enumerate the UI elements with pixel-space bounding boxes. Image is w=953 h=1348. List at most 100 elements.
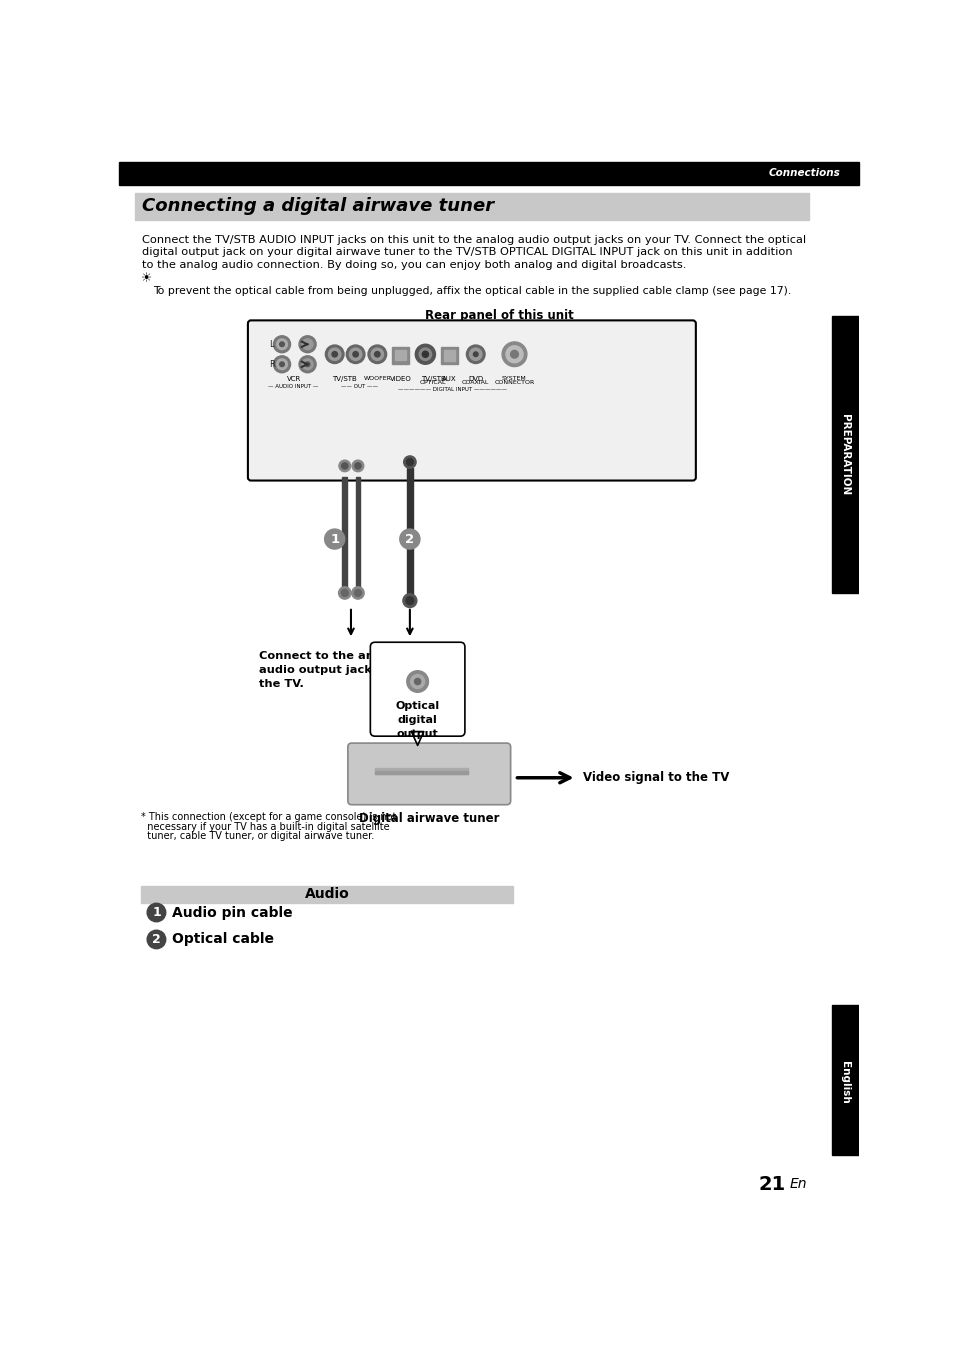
Text: to the analog audio connection. By doing so, you can enjoy both analog and digit: to the analog audio connection. By doing… (142, 260, 686, 270)
Circle shape (279, 363, 284, 367)
Circle shape (510, 350, 517, 359)
Text: Optical cable: Optical cable (172, 933, 274, 946)
Circle shape (341, 589, 348, 596)
Text: DVD: DVD (468, 376, 483, 381)
Circle shape (473, 352, 477, 357)
Text: Audio pin cable: Audio pin cable (172, 906, 293, 919)
Text: Connections: Connections (767, 168, 840, 178)
Circle shape (349, 348, 361, 360)
Bar (355, 477, 360, 593)
Circle shape (418, 348, 431, 360)
Circle shape (276, 338, 287, 349)
Text: WOOFER: WOOFER (363, 376, 391, 381)
Circle shape (422, 352, 428, 357)
Circle shape (332, 352, 337, 357)
Circle shape (505, 346, 522, 363)
Circle shape (324, 528, 344, 549)
Text: * This connection (except for a game console) is not: * This connection (except for a game con… (141, 813, 395, 822)
Text: L: L (270, 340, 274, 349)
Circle shape (403, 456, 416, 468)
Text: —————— DIGITAL INPUT ——————: —————— DIGITAL INPUT —————— (397, 387, 506, 392)
Text: TV/STB: TV/STB (420, 376, 445, 381)
Bar (342, 477, 347, 593)
Circle shape (341, 462, 348, 469)
Bar (831, 1004, 858, 1155)
Text: necessary if your TV has a built-in digital satellite: necessary if your TV has a built-in digi… (141, 822, 389, 832)
Circle shape (302, 338, 313, 349)
Text: 1: 1 (330, 532, 339, 546)
Text: 2: 2 (405, 532, 414, 546)
Text: Digital airwave tuner: Digital airwave tuner (358, 813, 499, 825)
Circle shape (338, 460, 350, 472)
Bar (443, 350, 455, 361)
Text: CONNECTOR: CONNECTOR (494, 380, 534, 386)
Text: —— OUT ——: —— OUT —— (340, 384, 377, 390)
Circle shape (466, 345, 484, 364)
Circle shape (415, 678, 420, 685)
FancyBboxPatch shape (370, 642, 464, 736)
Text: 2: 2 (152, 933, 161, 946)
Circle shape (147, 930, 166, 949)
Circle shape (325, 345, 344, 364)
Text: 21: 21 (758, 1175, 785, 1194)
Text: English: English (840, 1061, 849, 1103)
Circle shape (352, 586, 364, 599)
Text: Rear panel of this unit: Rear panel of this unit (424, 309, 573, 322)
Circle shape (406, 597, 414, 604)
Circle shape (338, 586, 351, 599)
Circle shape (406, 671, 428, 693)
Circle shape (410, 674, 424, 689)
Text: AUX: AUX (441, 376, 456, 381)
Circle shape (147, 903, 166, 922)
FancyBboxPatch shape (248, 321, 695, 480)
Bar (831, 315, 858, 593)
Bar (375, 771, 468, 774)
Text: En: En (789, 1177, 806, 1192)
Text: 1: 1 (152, 906, 161, 919)
Text: Video signal to the TV: Video signal to the TV (582, 771, 728, 785)
Text: ☀: ☀ (141, 272, 152, 286)
Circle shape (406, 458, 413, 465)
Text: Connecting a digital airwave tuner: Connecting a digital airwave tuner (142, 197, 494, 216)
Text: SYSTEM: SYSTEM (501, 376, 526, 381)
Circle shape (279, 342, 284, 346)
Circle shape (415, 344, 435, 364)
Circle shape (355, 462, 360, 469)
Text: Connect the TV/STB AUDIO INPUT jacks on this unit to the analog audio output jac: Connect the TV/STB AUDIO INPUT jacks on … (142, 235, 806, 245)
Circle shape (276, 359, 287, 369)
Text: COAXIAL: COAXIAL (461, 380, 489, 386)
Circle shape (352, 460, 363, 472)
Bar (392, 346, 409, 364)
Text: — AUDIO INPUT —: — AUDIO INPUT — (268, 384, 318, 388)
Bar (141, 886, 513, 903)
Circle shape (501, 342, 526, 367)
Bar (119, 162, 858, 185)
Circle shape (368, 345, 386, 364)
Circle shape (399, 528, 419, 549)
Circle shape (302, 359, 313, 369)
Circle shape (402, 593, 416, 608)
Bar (134, 193, 808, 220)
Text: Connect to the analog
audio output jacks on
the TV.: Connect to the analog audio output jacks… (258, 651, 401, 689)
Text: digital output jack on your digital airwave tuner to the TV/STB OPTICAL DIGITAL : digital output jack on your digital airw… (142, 247, 792, 257)
Circle shape (375, 352, 379, 357)
Circle shape (355, 589, 361, 596)
Text: OPTICAL: OPTICAL (419, 380, 446, 386)
Text: Optical
digital
output: Optical digital output (395, 701, 439, 739)
Text: R: R (269, 360, 274, 369)
Circle shape (274, 356, 291, 373)
Circle shape (274, 336, 291, 353)
Circle shape (371, 348, 383, 360)
FancyBboxPatch shape (348, 743, 510, 805)
Text: tuner, cable TV tuner, or digital airwave tuner.: tuner, cable TV tuner, or digital airwav… (141, 830, 374, 841)
Bar (395, 349, 406, 360)
Circle shape (298, 336, 315, 353)
Circle shape (298, 356, 315, 373)
Bar (406, 468, 413, 601)
Circle shape (328, 348, 340, 360)
Text: Audio: Audio (304, 887, 349, 900)
Text: To prevent the optical cable from being unplugged, affix the optical cable in th: To prevent the optical cable from being … (153, 287, 791, 297)
Bar (440, 348, 457, 364)
Circle shape (353, 352, 358, 357)
Text: TV/STB: TV/STB (332, 376, 356, 381)
